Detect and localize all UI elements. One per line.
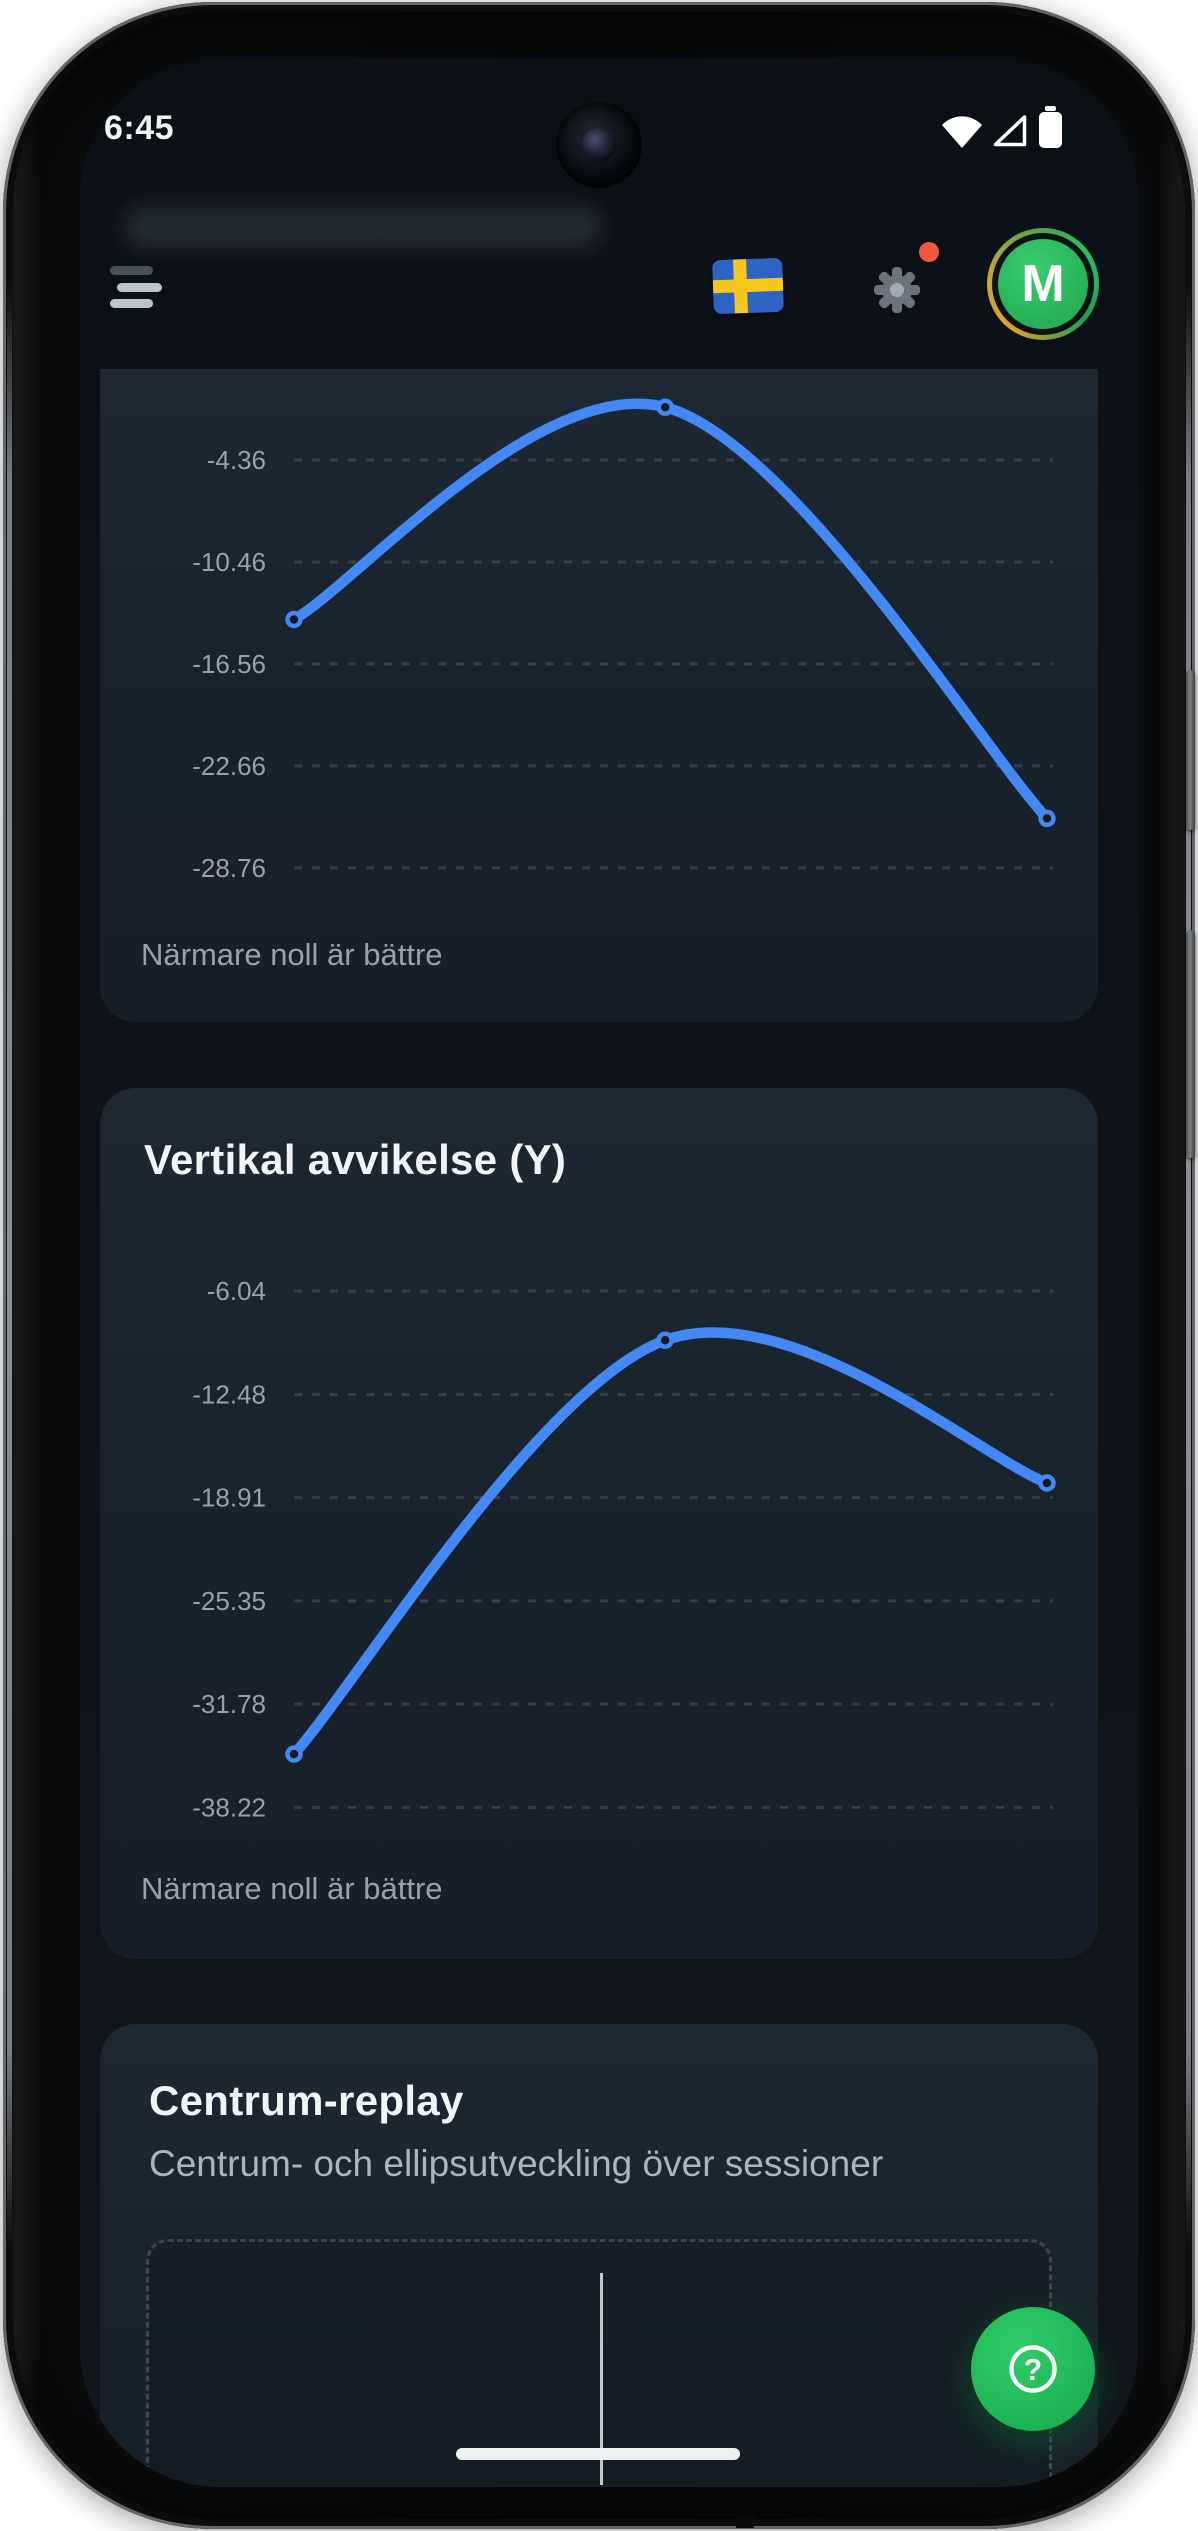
y-tick-label: -6.04 [207,1276,266,1306]
data-point-marker [1038,1474,1056,1492]
notification-dot [919,242,939,262]
battery-icon [1039,106,1062,148]
y-tick-label: -10.46 [192,547,266,577]
vertical-deviation-chart: -6.04 -12.48 -18.91 -25.35 -31.78 -38.22 [192,1276,1056,1822]
card-subtitle: Centrum- och ellipsutveckling över sessi… [149,2143,884,2184]
camera-lens [582,128,616,162]
blurred-app-title [123,204,603,250]
replay-canvas[interactable] [146,2239,1052,2487]
settings-gear-icon[interactable] [868,261,926,319]
help-fab-button[interactable]: ? [971,2307,1095,2431]
avatar-initial: M [1021,255,1065,313]
chart-note: Närmare noll är bättre [141,937,443,972]
cellular-signal-icon [993,115,1027,147]
data-point-marker [656,398,674,416]
data-point-marker [1038,809,1056,828]
card-horizontal-deviation: -4.36 -10.46 -16.56 -22.66 -28.76 Närmare no… [100,369,1098,1022]
status-time: 6:45 [104,109,175,147]
data-point-marker [656,1331,674,1349]
menu-button[interactable] [106,257,168,313]
question-mark-glyph: ? [1024,2354,1042,2387]
power-button[interactable] [1186,930,1195,1158]
language-swedish-flag-icon[interactable] [712,257,784,315]
avatar: M [998,239,1088,329]
card-title: Centrum-replay [149,2077,464,2124]
status-icons [940,106,1090,153]
menu-icon [110,266,153,275]
card-title: Vertikal avvikelse (Y) [144,1136,567,1183]
wifi-icon [942,116,982,148]
phone-frame: 6:45 [3,2,1195,2529]
y-tick-label: -22.66 [192,751,266,781]
y-tick-label: -28.76 [192,853,266,883]
horizontal-deviation-chart: -4.36 -10.46 -16.56 -22.66 -28.76 [192,398,1056,883]
phone-screen: 6:45 [80,59,1138,2487]
antenna-line [736,2515,754,2528]
line-series [288,398,1053,824]
phone-rail-left [7,282,12,2249]
y-tick-label: -38.22 [192,1792,266,1822]
y-tick-label: -16.56 [192,649,266,679]
data-point-marker [285,1745,303,1763]
chart-note: Närmare noll är bättre [141,1871,443,1906]
y-tick-label: -18.91 [192,1483,266,1513]
data-point-marker [285,610,303,629]
y-tick-label: -25.35 [192,1586,266,1616]
y-tick-label: -12.48 [192,1380,266,1410]
avatar-button[interactable]: M [987,228,1099,340]
y-tick-label: -31.78 [192,1689,266,1719]
crosshair-vertical-line [600,2273,603,2485]
volume-button[interactable] [1186,670,1195,830]
front-camera [556,102,642,188]
y-tick-label: -4.36 [207,445,266,475]
phone-rail-right [1186,282,1191,2249]
card-centrum-replay: Centrum-replay Centrum- och ellipsutveck… [100,2024,1098,2487]
home-indicator[interactable] [456,2448,740,2460]
card-vertical-deviation: Vertikal avvikelse (Y) -6.04 -12.48 -18.91… [100,1088,1098,1959]
help-circle-icon: ? [1009,2345,1057,2393]
